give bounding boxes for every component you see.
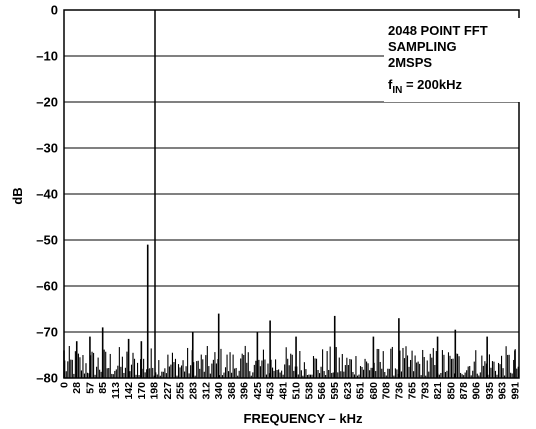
x-tick-label: 566 xyxy=(316,382,328,400)
annotation-fin: fIN = 200kHz xyxy=(388,77,462,96)
x-tick-label: 538 xyxy=(303,382,315,400)
fin-symbol: f xyxy=(388,77,393,92)
y-tick-label: –70 xyxy=(36,325,58,340)
annotation-line-3: 2MSPS xyxy=(388,55,432,70)
x-tick-label: 680 xyxy=(368,382,380,400)
x-tick-label: 28 xyxy=(71,382,83,394)
x-tick-label: 510 xyxy=(291,382,303,400)
x-tick-label: 227 xyxy=(162,382,174,400)
fin-subscript: IN xyxy=(392,85,402,96)
x-tick-label: 708 xyxy=(381,382,393,400)
x-tick-label: 425 xyxy=(252,382,264,400)
spectrum-bars xyxy=(63,10,519,378)
x-tick-label: 623 xyxy=(342,382,354,400)
x-tick-label: 651 xyxy=(355,382,367,400)
y-tick-label: 0 xyxy=(51,3,58,18)
x-axis-ticks: 0 28 57 85 113 142 170 198 227 255 283 312 340 368 396… xyxy=(59,382,522,400)
y-tick-label: –60 xyxy=(36,279,58,294)
x-tick-label: 170 xyxy=(136,382,148,400)
x-tick-label: 396 xyxy=(239,382,251,400)
x-tick-label: 142 xyxy=(123,382,135,400)
x-tick-label: 765 xyxy=(407,382,419,400)
y-axis-ticks: 0 –10 –20 –30 –40 –50 –60 –70 –80 xyxy=(36,3,58,386)
x-tick-label: 736 xyxy=(393,382,405,400)
y-tick-label: –30 xyxy=(36,141,58,156)
x-tick-label: 821 xyxy=(432,382,444,400)
x-tick-label: 453 xyxy=(265,382,277,400)
x-tick-label: 57 xyxy=(84,382,96,394)
annotation-box xyxy=(384,18,522,102)
x-tick-label: 283 xyxy=(187,382,199,400)
x-tick-label: 481 xyxy=(277,382,289,400)
x-axis-title: FREQUENCY – kHz xyxy=(244,411,363,426)
x-tick-label: 595 xyxy=(329,382,341,400)
x-tick-label: 991 xyxy=(509,382,521,400)
x-tick-label: 113 xyxy=(110,382,122,399)
y-tick-label: –40 xyxy=(36,187,58,202)
y-tick-label: –80 xyxy=(36,371,58,386)
x-tick-label: 85 xyxy=(97,382,109,394)
x-tick-label: 850 xyxy=(445,382,457,400)
x-tick-label: 368 xyxy=(226,382,238,400)
x-tick-label: 312 xyxy=(200,382,212,400)
grid-lines xyxy=(64,55,519,333)
y-tick-label: –10 xyxy=(36,49,58,64)
y-tick-label: –20 xyxy=(36,95,58,110)
x-tick-label: 0 xyxy=(59,382,71,388)
fin-value: = 200kHz xyxy=(402,77,462,92)
x-tick-label: 340 xyxy=(213,382,225,400)
x-tick-label: 198 xyxy=(149,382,161,400)
x-tick-label: 963 xyxy=(497,382,509,400)
x-tick-label: 255 xyxy=(175,382,187,400)
x-tick-label: 793 xyxy=(419,382,431,400)
annotation-line-2: SAMPLING xyxy=(388,39,457,54)
x-tick-label: 906 xyxy=(471,382,483,400)
x-tick-label: 935 xyxy=(484,382,496,400)
y-axis-title: dB xyxy=(10,187,25,204)
annotation-line-1: 2048 POINT FFT xyxy=(388,23,488,38)
plot-frame xyxy=(63,9,520,379)
y-tick-label: –50 xyxy=(36,233,58,248)
x-tick-label: 878 xyxy=(458,382,470,400)
